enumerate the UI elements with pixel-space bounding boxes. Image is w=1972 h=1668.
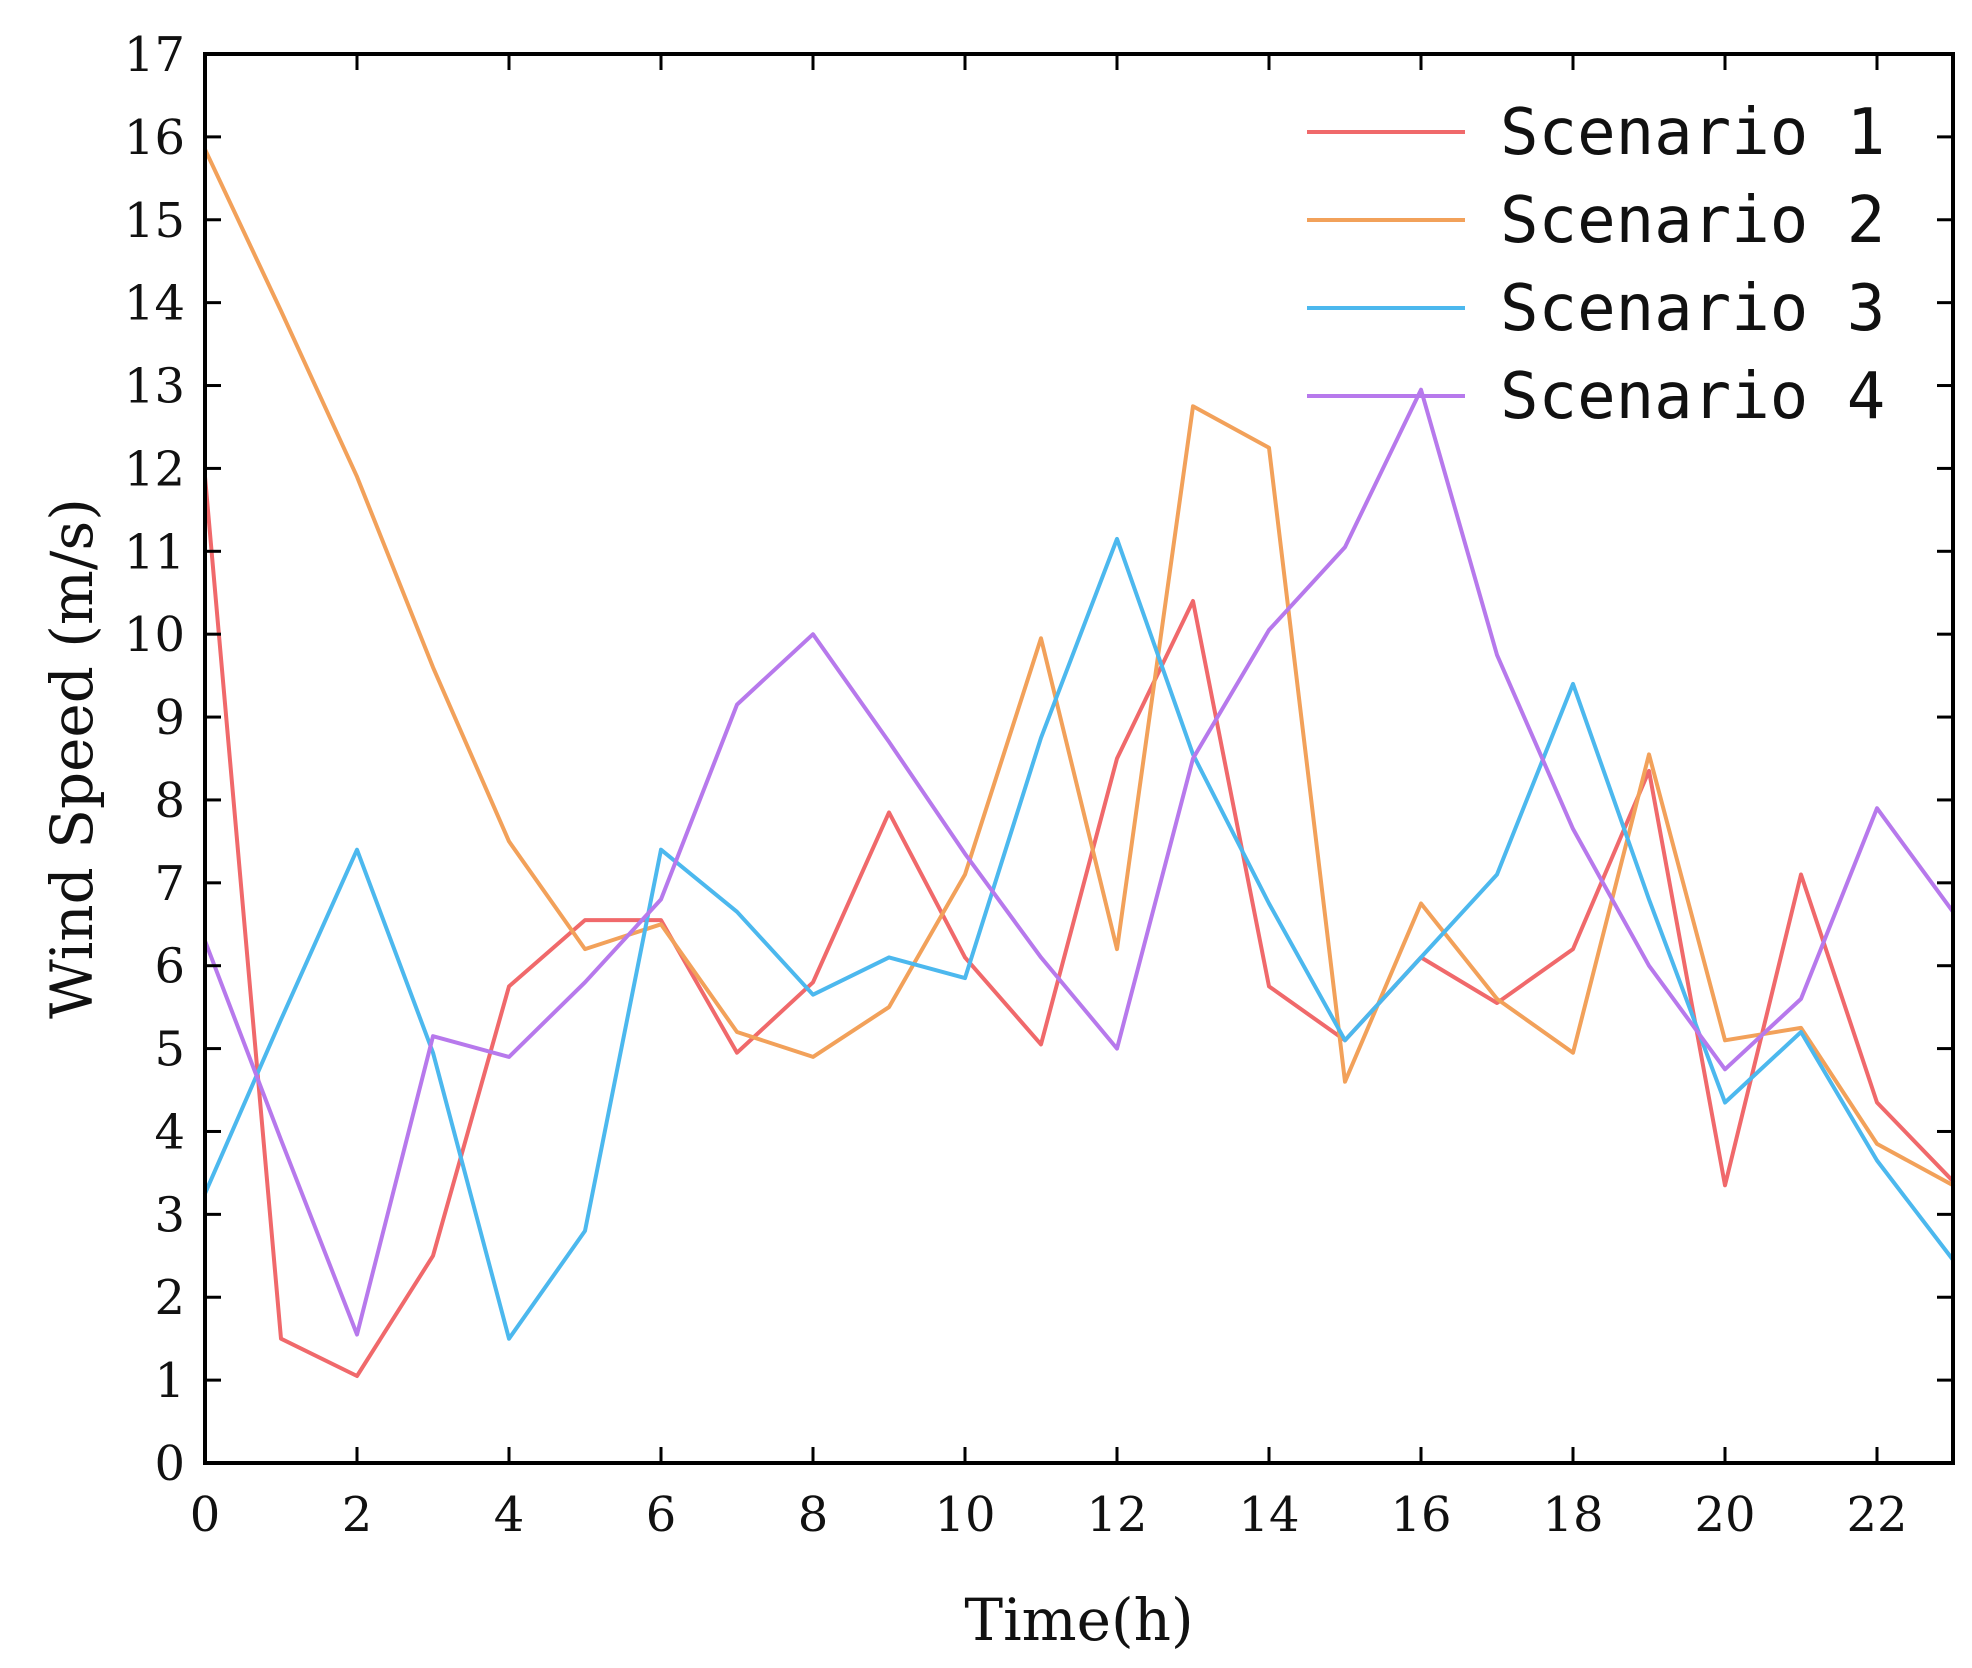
y-tick-label: 15 xyxy=(124,193,185,249)
x-tick-label: 22 xyxy=(1846,1487,1907,1543)
y-tick-label: 16 xyxy=(124,110,185,166)
x-tick-label: 14 xyxy=(1238,1487,1299,1543)
y-tick-label: 3 xyxy=(154,1187,185,1243)
legend: Scenario 1 Scenario 2 Scenario 3 Scenario 4 xyxy=(1307,96,1885,434)
plot-area-frame xyxy=(203,52,1955,1465)
legend-label-scenario-1: Scenario 1 xyxy=(1500,96,1885,170)
y-tick-label: 11 xyxy=(124,524,185,580)
y-tick-label: 13 xyxy=(124,359,185,415)
x-tick-label: 2 xyxy=(342,1487,373,1543)
x-tick-label: 12 xyxy=(1086,1487,1147,1543)
legend-label-scenario-2: Scenario 2 xyxy=(1500,184,1885,258)
y-tick-label: 4 xyxy=(154,1104,185,1160)
y-tick-label: 9 xyxy=(154,690,185,746)
series-line-scenario-3 xyxy=(203,536,1955,1341)
x-tick-label: 10 xyxy=(934,1487,995,1543)
x-tick-label: 0 xyxy=(190,1487,221,1543)
x-tick-label: 20 xyxy=(1694,1487,1755,1543)
y-tick-label: 6 xyxy=(154,939,185,995)
y-tick-label: 14 xyxy=(124,276,185,332)
series-line-scenario-1 xyxy=(203,474,1955,1378)
y-tick-label: 12 xyxy=(124,441,185,497)
series-layer xyxy=(203,147,1955,1378)
y-tick-label: 5 xyxy=(154,1022,185,1078)
series-line-scenario-2 xyxy=(203,147,1955,1188)
y-tick-label: 0 xyxy=(154,1436,185,1492)
x-tick-label: 8 xyxy=(798,1487,829,1543)
x-tick-label: 4 xyxy=(494,1487,525,1543)
x-tick-label: 16 xyxy=(1390,1487,1451,1543)
y-tick-label: 8 xyxy=(154,773,185,829)
legend-label-scenario-4: Scenario 4 xyxy=(1500,360,1885,434)
y-tick-label: 2 xyxy=(154,1270,185,1326)
x-tick-label: 6 xyxy=(646,1487,677,1543)
y-tick-label: 7 xyxy=(154,856,185,912)
series-line-scenario-4 xyxy=(203,387,1955,1337)
legend-label-scenario-3: Scenario 3 xyxy=(1500,272,1885,346)
y-tick-label: 17 xyxy=(124,27,185,83)
y-tick-label: 10 xyxy=(124,607,185,663)
x-tick-label: 18 xyxy=(1542,1487,1603,1543)
x-axis-label: Time(h) xyxy=(964,1586,1193,1654)
y-tick-label: 1 xyxy=(154,1353,185,1409)
y-axis-label: Wind Speed (m/s) xyxy=(38,498,106,1019)
